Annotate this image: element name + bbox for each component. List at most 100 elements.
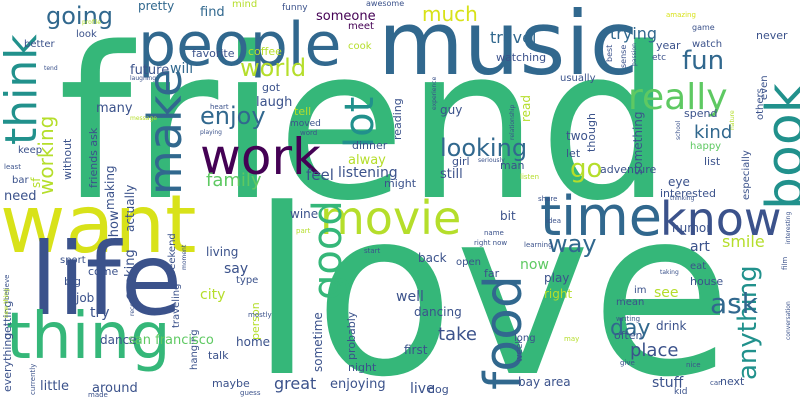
word-playing: playing — [200, 129, 222, 136]
word-dancing: dancing — [414, 305, 462, 319]
word-try: try — [90, 305, 110, 321]
word-spend: spend — [684, 107, 718, 120]
word-better: better — [24, 39, 55, 50]
word-go: go — [570, 154, 603, 184]
word-never: never — [756, 29, 788, 42]
word-weekend: weekend — [167, 233, 178, 278]
word-adventure: adventure — [600, 163, 657, 176]
word-bar: bar — [12, 175, 29, 186]
word-actually: actually — [123, 184, 137, 232]
word-dinner: dinner — [352, 139, 388, 152]
word-happy: happy — [690, 141, 722, 152]
word-seriously: seriously — [478, 157, 505, 164]
word-especially: especially — [741, 150, 752, 200]
word-kind: kind — [694, 122, 733, 143]
word-talk: talk — [208, 349, 229, 362]
word-place: place — [630, 340, 679, 361]
word-one: one — [592, 390, 678, 400]
word-art: art — [690, 239, 710, 255]
word-traveling: traveling — [171, 283, 182, 328]
word-back: back — [418, 251, 447, 265]
word-man: man — [500, 159, 525, 172]
word-thing: thing — [6, 300, 171, 374]
word-though: though — [585, 113, 598, 152]
word-mind: mind — [232, 0, 258, 10]
word-now: now — [520, 257, 549, 273]
word-moved: moved — [290, 119, 321, 129]
word-come: come — [88, 265, 119, 278]
word-list: list — [704, 155, 721, 168]
word-read: read — [519, 94, 533, 122]
word-stuff: stuff — [652, 375, 684, 391]
word-currently: currently — [29, 363, 37, 395]
word-taking: taking — [660, 269, 679, 276]
word-family: family — [206, 170, 262, 191]
word-relationship: relationship — [509, 104, 516, 140]
word-girl: girl — [452, 155, 470, 168]
word-work: work — [200, 128, 321, 186]
word-let: let — [566, 147, 581, 160]
word-long: long — [514, 333, 536, 344]
word-much: much — [422, 2, 478, 26]
word-idea: idea — [546, 217, 561, 225]
word-film: film — [781, 256, 789, 270]
word-got: got — [262, 81, 281, 94]
word-amazing: amazing — [666, 11, 696, 19]
word-new-thing: new thing — [3, 288, 10, 318]
word-nature: nature — [729, 110, 736, 130]
word-look: look — [76, 29, 97, 40]
word-sometime: sometime — [311, 312, 325, 372]
word-need: need — [4, 189, 37, 204]
word-dog: dog — [428, 383, 449, 396]
word-will: will — [170, 61, 194, 77]
word-around: around — [92, 381, 138, 396]
word-nice: nice — [686, 361, 701, 369]
word-may: may — [564, 335, 580, 343]
word-travel: travel — [490, 28, 537, 47]
word-even: even — [759, 75, 770, 100]
word-know: know — [660, 192, 782, 246]
word-world: world — [240, 54, 307, 82]
word-way: way — [548, 230, 597, 258]
word-made: made — [88, 391, 108, 399]
word-usually: usually — [560, 73, 596, 84]
word-writing: writing — [616, 315, 641, 323]
word-type: type — [236, 275, 259, 286]
word-probably: probably — [345, 311, 358, 360]
word-alway: alway — [348, 153, 386, 168]
word-maybe: maybe — [212, 377, 250, 390]
word-love: love — [250, 161, 733, 400]
word-sf: sf — [29, 177, 43, 188]
word-experience: experience — [431, 76, 438, 110]
word-often: often — [614, 329, 643, 342]
word-part: part — [296, 227, 311, 235]
word-sport: sport — [60, 255, 86, 266]
word-friend: friend — [58, 2, 673, 247]
word-movie: movie — [320, 191, 462, 245]
word-message: message — [130, 115, 157, 122]
word-house: house — [690, 275, 724, 288]
word-drink: drink — [656, 319, 687, 333]
word-favorite: favorite — [192, 47, 235, 60]
word-feel: feel — [306, 166, 334, 184]
word-cook: cook — [348, 41, 372, 52]
word-friends-ask: friends ask — [87, 127, 100, 188]
word-right: right — [544, 287, 573, 301]
word-day: day — [610, 316, 651, 341]
word-play: play — [544, 271, 570, 285]
word-well: well — [396, 289, 424, 305]
word-funny: funny — [282, 3, 308, 13]
word-night: night — [348, 361, 377, 374]
word-kid: kid — [674, 387, 688, 397]
word-bit: bit — [500, 209, 516, 223]
word-far: far — [484, 267, 500, 280]
word-year: year — [656, 39, 681, 52]
word-really: really — [628, 77, 728, 118]
word-someone: someone — [316, 9, 376, 24]
word-watch: watch — [692, 39, 723, 50]
word-living: living — [206, 245, 239, 259]
word-make: make — [138, 68, 192, 195]
word-thinking: thinking — [670, 195, 695, 202]
word-game: game — [692, 23, 715, 32]
